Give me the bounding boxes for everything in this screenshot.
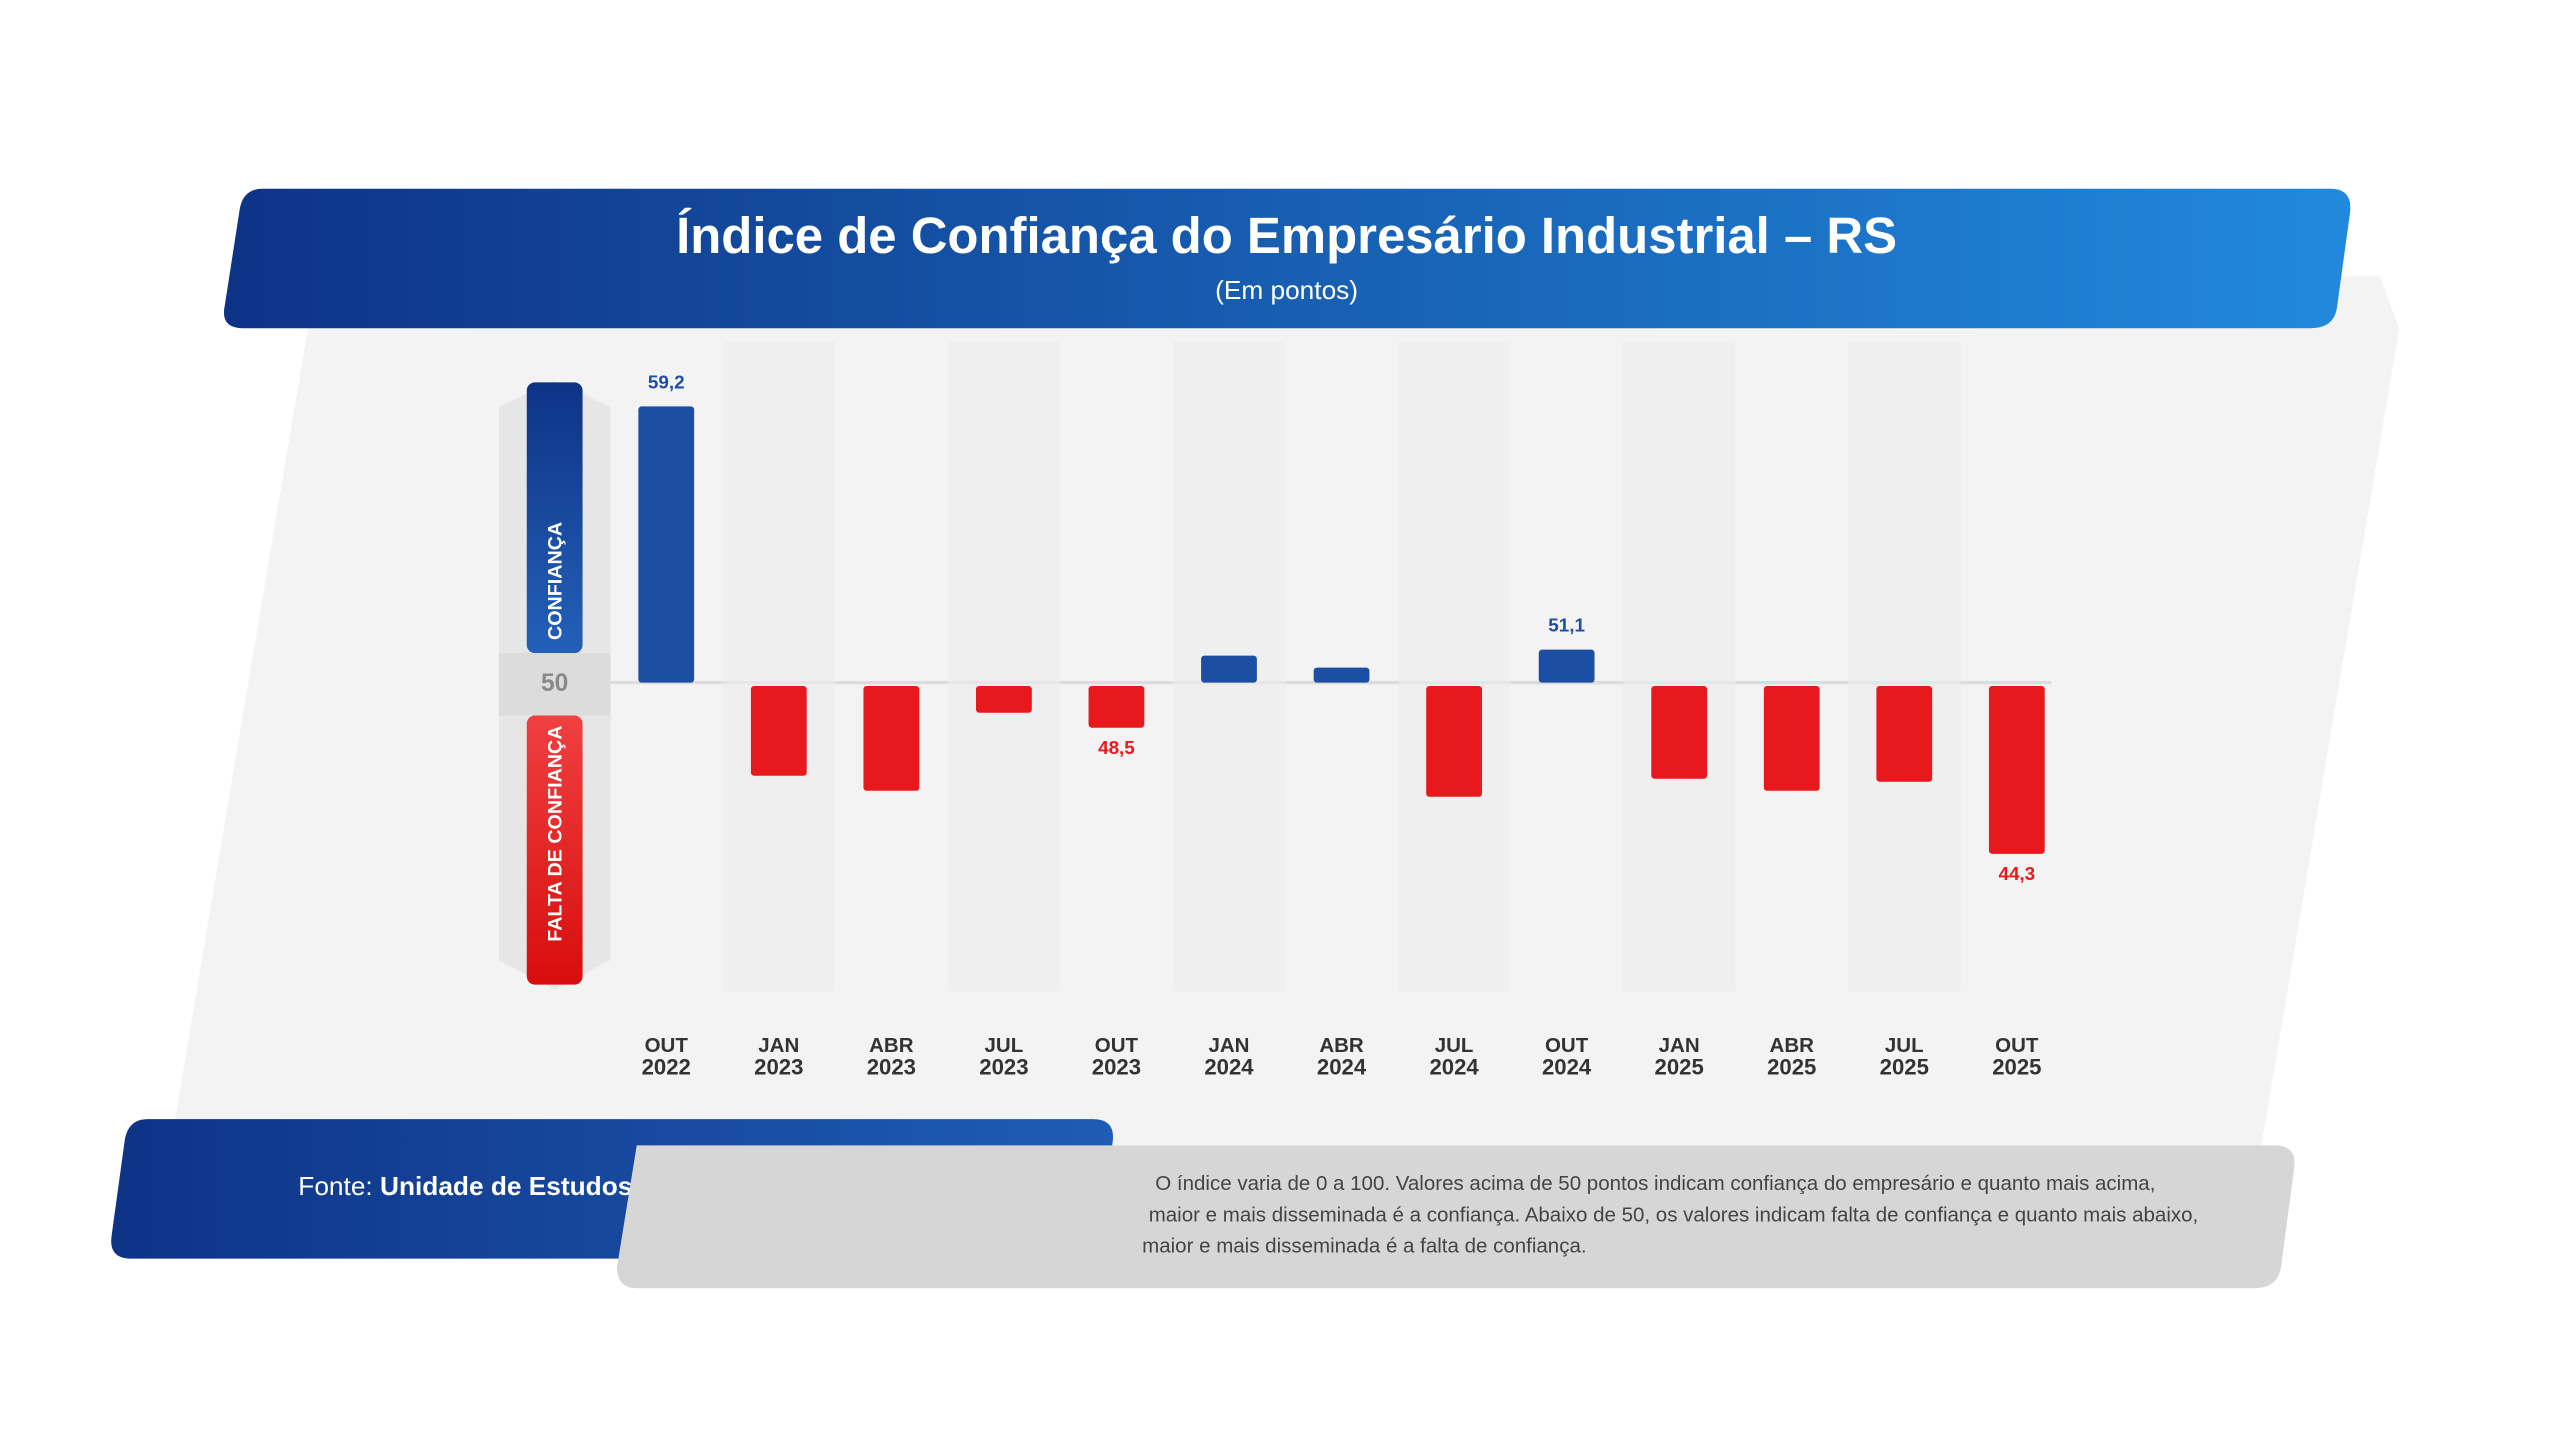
x-tick-label: ABR 2025 bbox=[1767, 1034, 1816, 1079]
note-box bbox=[617, 1145, 2295, 1289]
bar bbox=[1763, 685, 1820, 791]
x-tick-part: 2023 bbox=[754, 1054, 803, 1079]
x-tick-part: OUT bbox=[1995, 1034, 2039, 1057]
x-tick-label: OUT 2022 bbox=[642, 1034, 691, 1079]
x-tick-part: JUL bbox=[1435, 1034, 1474, 1057]
chart-title: Índice de Confiança do Empresário Indust… bbox=[676, 207, 1897, 264]
baseline-label: 50 bbox=[541, 670, 568, 697]
x-tick-part: 2024 bbox=[1429, 1054, 1479, 1079]
note: O índice varia de 0 a 100. Valores acima… bbox=[1142, 1172, 2198, 1257]
x-tick-part: OUT bbox=[1545, 1034, 1589, 1057]
x-tick-label: OUT 2024 bbox=[1542, 1034, 1592, 1079]
x-tick-part: OUT bbox=[645, 1034, 689, 1057]
bar bbox=[976, 685, 1032, 713]
bar bbox=[1201, 655, 1257, 683]
x-tick-label: JAN 2024 bbox=[1204, 1034, 1254, 1079]
x-tick-part: JUL bbox=[985, 1034, 1024, 1057]
chart-subtitle: (Em pontos) bbox=[1215, 275, 1358, 305]
x-tick-part: 2025 bbox=[1767, 1054, 1816, 1079]
bar bbox=[1988, 685, 2045, 854]
bar bbox=[1538, 649, 1595, 683]
x-tick-part: JAN bbox=[1659, 1034, 1700, 1057]
x-tick-part: ABR bbox=[869, 1034, 914, 1057]
x-tick-label: JUL 2023 bbox=[979, 1034, 1028, 1079]
bar bbox=[863, 685, 920, 791]
value-label: 51,1 bbox=[1548, 615, 1585, 636]
x-tick-part: JAN bbox=[1208, 1034, 1249, 1057]
x-tick-part: 2023 bbox=[867, 1054, 916, 1079]
x-tick-part: JAN bbox=[758, 1034, 799, 1057]
x-tick-part: 2022 bbox=[642, 1054, 691, 1079]
bar bbox=[1876, 685, 1933, 782]
x-tick-part: ABR bbox=[1770, 1034, 1815, 1057]
value-label: 59,2 bbox=[648, 371, 685, 392]
x-tick-part: 2024 bbox=[1317, 1054, 1367, 1079]
x-tick-part: 2025 bbox=[1655, 1054, 1704, 1079]
column-band bbox=[947, 341, 1061, 992]
x-tick-label: JUL 2024 bbox=[1429, 1034, 1479, 1079]
x-tick-part: 2024 bbox=[1204, 1054, 1254, 1079]
gauge-mid bbox=[498, 653, 611, 716]
bar bbox=[750, 685, 807, 776]
x-tick-label: OUT 2025 bbox=[1992, 1034, 2041, 1079]
value-label: 48,5 bbox=[1098, 737, 1135, 758]
note-line: O índice varia de 0 a 100. Valores acima… bbox=[1155, 1172, 2155, 1195]
column-band bbox=[722, 341, 836, 992]
bar bbox=[638, 406, 695, 683]
value-label: 44,3 bbox=[1998, 863, 2035, 884]
x-tick-part: ABR bbox=[1319, 1034, 1364, 1057]
x-tick-part: JUL bbox=[1885, 1034, 1924, 1057]
x-tick-label: JAN 2025 bbox=[1655, 1034, 1704, 1079]
lower-label: FALTA DE CONFIANÇA bbox=[545, 726, 567, 942]
x-tick-label: OUT 2023 bbox=[1092, 1034, 1141, 1079]
note-line: maior e mais disseminada é a confiança. … bbox=[1149, 1203, 2199, 1226]
note-line: maior e mais disseminada é a falta de co… bbox=[1142, 1235, 1586, 1258]
upper-label: CONFIANÇA bbox=[545, 522, 567, 640]
x-tick-part: 2024 bbox=[1542, 1054, 1592, 1079]
x-tick-label: ABR 2024 bbox=[1317, 1034, 1367, 1079]
title-banner bbox=[223, 188, 2351, 329]
x-tick-part: 2023 bbox=[979, 1054, 1028, 1079]
bar bbox=[1313, 667, 1370, 683]
x-tick-part: 2023 bbox=[1092, 1054, 1141, 1079]
column-band bbox=[1397, 341, 1511, 992]
column-band bbox=[1622, 341, 1736, 992]
bar bbox=[1426, 685, 1482, 797]
x-tick-label: ABR 2023 bbox=[867, 1034, 916, 1079]
column-band bbox=[1848, 341, 1961, 992]
x-tick-part: 2025 bbox=[1880, 1054, 1929, 1079]
x-tick-label: JUL 2025 bbox=[1880, 1034, 1929, 1079]
source-label: Fonte: bbox=[298, 1171, 372, 1201]
gauge-upper bbox=[526, 382, 583, 654]
gauge-lower bbox=[526, 715, 583, 985]
x-tick-label: JAN 2023 bbox=[754, 1034, 803, 1079]
x-tick-part: 2025 bbox=[1992, 1054, 2041, 1079]
x-tick-part: OUT bbox=[1095, 1034, 1139, 1057]
bar bbox=[1088, 685, 1145, 728]
bar bbox=[1651, 685, 1708, 779]
